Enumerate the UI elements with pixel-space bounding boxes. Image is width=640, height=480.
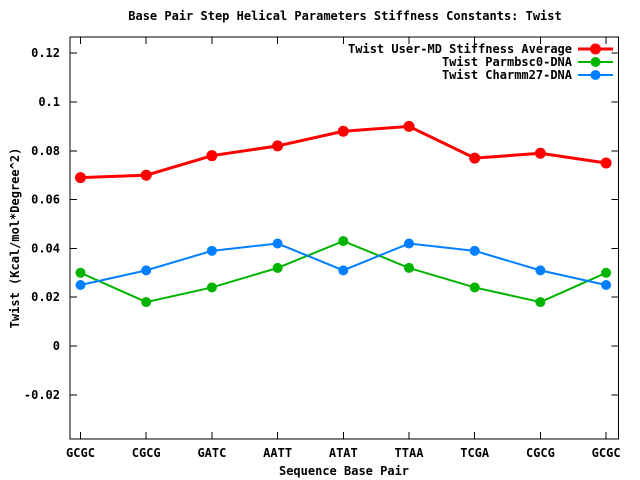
- x-axis-title: Sequence Base Pair: [278, 464, 410, 478]
- series-point: [469, 245, 480, 256]
- x-tick-label: TCGA: [460, 446, 490, 460]
- series-point: [404, 262, 414, 273]
- legend-sample-point: [590, 70, 601, 80]
- series-point: [535, 265, 546, 276]
- y-tick-label: 0.12: [31, 46, 60, 60]
- series-point: [469, 282, 480, 293]
- series-point: [534, 147, 546, 159]
- x-tick-label: GCGC: [66, 446, 95, 460]
- plot-border: [69, 36, 619, 440]
- series-point: [601, 267, 612, 278]
- chart-title: Base Pair Step Helical Parameters Stiffn…: [128, 9, 562, 23]
- y-tick-label: 0.1: [38, 95, 60, 109]
- series-point: [75, 280, 86, 290]
- series-point: [403, 120, 415, 132]
- series-point: [469, 152, 481, 164]
- x-tick-label: GATC: [197, 446, 226, 460]
- y-tick-label: 0.02: [31, 290, 60, 304]
- x-tick-label: CGCG: [132, 446, 161, 460]
- series-point: [337, 125, 349, 137]
- series-point: [141, 297, 152, 308]
- series-point: [272, 238, 283, 249]
- legend-label: Twist Parmbsc0-DNA: [442, 55, 573, 69]
- legend-sample-point: [590, 43, 601, 55]
- x-tick-label: TTAA: [395, 446, 425, 460]
- legend-label: Twist User-MD Stiffness Average: [348, 42, 572, 56]
- x-tick-label: GCGC: [592, 446, 621, 460]
- series-point: [75, 267, 86, 278]
- y-tick-label: 0: [53, 339, 60, 353]
- x-tick-label: ATAT: [329, 446, 358, 460]
- series-point: [140, 169, 152, 181]
- series-point: [404, 238, 414, 249]
- y-tick-label: 0.08: [31, 144, 60, 158]
- series-line: [80, 242, 607, 286]
- series-point: [338, 236, 349, 247]
- series-point: [535, 297, 546, 308]
- series-point: [272, 140, 284, 152]
- y-tick-label: 0.06: [31, 193, 60, 207]
- y-tick-label: 0.04: [31, 241, 60, 255]
- x-tick-label: CGCG: [526, 446, 555, 460]
- series-point: [272, 262, 283, 273]
- y-tick-label: -0.02: [24, 388, 60, 402]
- legend-label: Twist Charmm27-DNA: [442, 68, 573, 82]
- series-point: [600, 157, 612, 169]
- series-point: [141, 265, 152, 276]
- series-point: [206, 150, 218, 162]
- series-point: [338, 265, 349, 276]
- legend-sample-point: [590, 57, 601, 67]
- series-point: [206, 282, 217, 293]
- series-point: [206, 245, 217, 256]
- series-point: [601, 280, 612, 290]
- series-point: [75, 172, 86, 184]
- x-tick-label: AATT: [263, 446, 292, 460]
